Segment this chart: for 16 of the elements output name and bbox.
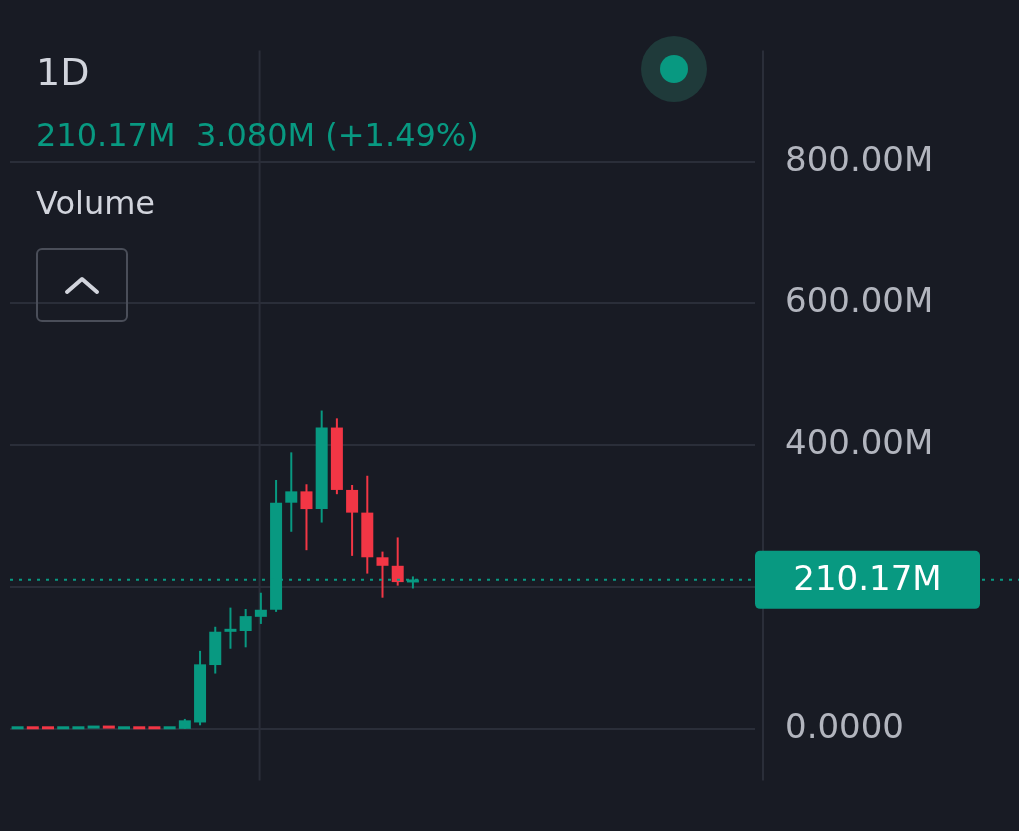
chart-title: 1D	[36, 50, 90, 94]
y-tick-label: 600.00M	[785, 280, 934, 321]
candlestick	[346, 483, 359, 557]
y-tick-label: 800.00M	[785, 138, 934, 179]
candlestick	[376, 550, 389, 599]
y-tick-label: 0.0000	[785, 705, 904, 746]
y-tick-label: 400.00M	[785, 422, 934, 463]
annotation: Volume	[36, 184, 156, 222]
annotation: 210.17M 3.080M (+1.49%)	[36, 116, 479, 154]
candlestick	[254, 591, 267, 625]
candlestick	[391, 536, 404, 587]
candlestick	[239, 608, 252, 649]
candlestick	[224, 606, 237, 650]
ref-line-label: 210.17M	[793, 557, 942, 598]
candlestick	[300, 483, 313, 552]
candlestick	[285, 451, 298, 533]
